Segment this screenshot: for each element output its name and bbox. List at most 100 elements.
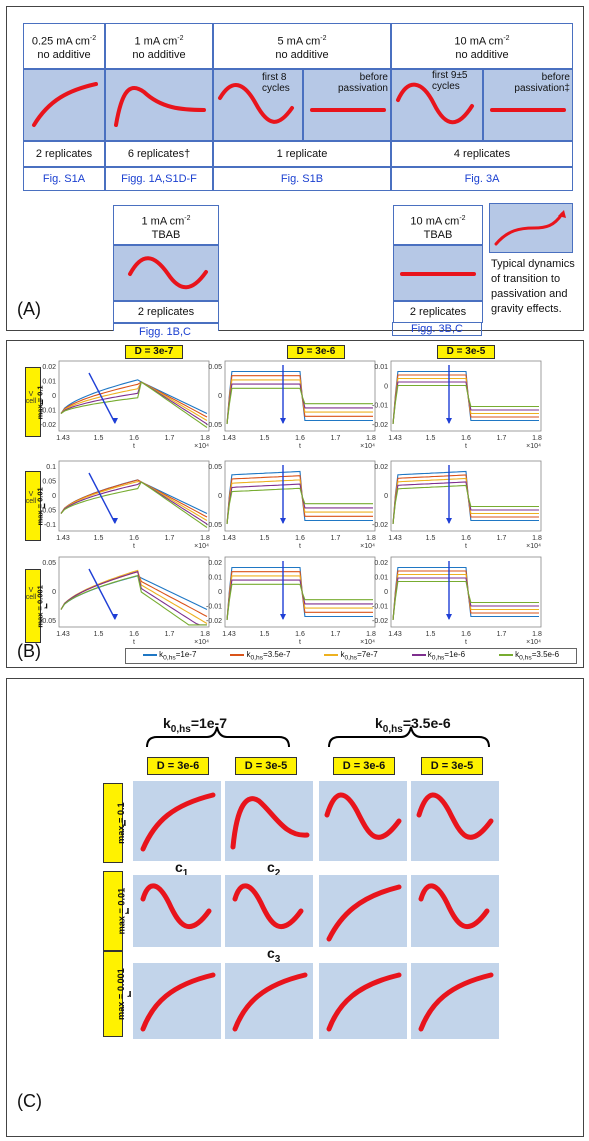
trace-2 [392, 570, 539, 621]
x-axis-label: t [299, 443, 301, 450]
trace-1 [392, 566, 539, 621]
y-tick-label: 0.05 [208, 364, 222, 371]
flat-line-curve [490, 108, 566, 112]
tbab1-fig-link[interactable] [113, 323, 219, 331]
legend-item-2: k0,hs=3.5e-7 [230, 650, 290, 662]
case-label-c2: c2 [267, 859, 281, 879]
trace-4 [392, 577, 539, 621]
note-first-9-cycles: first 9±5 cycles [432, 70, 468, 92]
panel-c-col-title-1: D = 3e-6 [147, 757, 209, 775]
trend-arrow-head [112, 614, 118, 620]
col2-replicates: 6 replicates† [105, 141, 213, 167]
panel-c-row-title-2: r max = 0.01 [103, 871, 129, 951]
panel-c-row-title-1: r max = 0.1 [103, 783, 127, 863]
trend-arrow-head [280, 518, 286, 524]
y-tick-label: -0.05 [40, 508, 56, 515]
y-axis-label: V [29, 587, 34, 594]
x-tick-label: 1.7 [497, 631, 507, 638]
c-cell-r1-c1 [133, 781, 221, 861]
y-axis-label-sub: cell [26, 498, 37, 505]
c-cell-r1-c3 [319, 781, 407, 861]
trace-3 [226, 379, 373, 425]
y-tick-label: -0.02 [372, 522, 388, 529]
x-tick-label: 1.5 [426, 631, 436, 638]
col1-curve-cell [23, 69, 105, 141]
panel-c-col-title-4: D = 3e-5 [421, 757, 483, 775]
y-tick-label: 0.05 [208, 464, 222, 471]
x-tick-label: 1.7 [165, 631, 175, 638]
legend-item-3: k0,hs=7e-7 [324, 650, 378, 662]
x-tick-label: 1.7 [165, 435, 175, 442]
x-tick-label: 1.8 [366, 535, 376, 542]
trace-4 [226, 483, 373, 525]
tbab1-fig-link-text[interactable]: Figg. 1B,C [139, 326, 191, 338]
y-tick-label: 0 [218, 589, 222, 596]
trace-1 [226, 566, 373, 621]
x-tick-label: 1.7 [331, 435, 341, 442]
col3-header: 5 mA cm-2 no additive [213, 23, 391, 69]
c-cell-r1-c2 [225, 781, 313, 861]
trend-arrow-head [280, 614, 286, 620]
x-tick-label: 1.43 [388, 435, 402, 442]
x-tick-label: 1.7 [165, 535, 175, 542]
x-tick-label: 1.5 [426, 535, 436, 542]
x-tick-label: 1.6 [295, 435, 305, 442]
panel-a: 0.25 mA cm-2 no additive 1 mA cm-2 no ad… [6, 6, 584, 331]
y-axis-label: V [29, 491, 34, 498]
x-tick-label: 1.5 [260, 631, 270, 638]
overshoot-curve [114, 86, 206, 127]
col1-fig-link[interactable]: Fig. S1A [23, 167, 105, 191]
trend-arrow-head [446, 418, 452, 424]
y-tick-label: -0.05 [206, 522, 222, 529]
y-tick-label: 0 [384, 589, 388, 596]
y-tick-label: 0.01 [42, 379, 56, 386]
y-tick-label: 0.02 [374, 464, 388, 471]
tbab10-header: 10 mA cm-2 TBAB [393, 205, 483, 245]
col1-replicates: 2 replicates [23, 141, 105, 167]
x-tick-label: 1.8 [532, 435, 542, 442]
trend-arrow-line [88, 472, 116, 524]
y-tick-label: 0.02 [208, 560, 222, 567]
y-tick-label: 0 [384, 493, 388, 500]
trace-3 [60, 481, 208, 521]
x-tick-label: 1.5 [94, 535, 104, 542]
x-axis-label: t [133, 639, 135, 646]
legend-item-4: k0,hs=1e-6 [411, 650, 465, 662]
trace-2 [392, 374, 539, 425]
col4-replicates: 4 replicates [391, 141, 573, 167]
y-tick-label: 0.01 [208, 575, 222, 582]
c-cell-r1-c4 [411, 781, 499, 861]
panel-c-col-title-3: D = 3e-6 [333, 757, 395, 775]
legend-item-1: k0,hs=1e-7 [142, 650, 196, 662]
trace-4 [60, 481, 208, 525]
tbab10-fig-link-text[interactable]: Figg. 3B,C [392, 322, 482, 336]
tbab10-curve-cell [393, 245, 483, 301]
panel-b-plots: 0.020.010-0.01-0.021.43 1.5 1.6 1.7 1.8t ×10⁴… [26, 360, 542, 646]
col4-header: 10 mA cm-2 no additive [391, 23, 573, 69]
x-tick-label: 1.6 [129, 435, 139, 442]
x-scale-label: ×10⁴ [360, 443, 375, 450]
x-tick-label: 1.43 [388, 631, 402, 638]
panel-c-label: (C) [17, 1091, 42, 1111]
x-axis-label: t [133, 543, 135, 550]
note-first-8-cycles: first 8 cycles [262, 72, 290, 94]
col2-curve-cell [105, 69, 213, 141]
x-tick-label: 1.43 [388, 535, 402, 542]
x-tick-label: 1.8 [366, 435, 376, 442]
x-tick-label: 1.6 [295, 631, 305, 638]
col3-replicates: 1 replicate [213, 141, 391, 167]
panel-b-legend: k0,hs=1e-7 k0,hs=3.5e-7 k0,hs=7e-7 k0,hs… [125, 648, 577, 664]
col2-fig-link[interactable]: Figg. 1A,S1D-F [105, 167, 213, 191]
y-tick-label: -0.02 [206, 618, 222, 625]
col3-fig-link[interactable]: Fig. S1B [213, 167, 391, 191]
c-cell-r2-c2 [225, 875, 313, 947]
x-tick-label: 1.6 [295, 535, 305, 542]
trace-1 [392, 470, 539, 525]
tbab1-replicates: 2 replicates [113, 301, 219, 323]
oscillation-curve [396, 82, 474, 125]
brace-group1 [146, 726, 290, 748]
x-tick-label: 1.43 [56, 535, 70, 542]
y-tick-label: 0 [52, 493, 56, 500]
trace-3 [392, 573, 539, 621]
col4-fig-link[interactable]: Fig. 3A [391, 167, 573, 191]
